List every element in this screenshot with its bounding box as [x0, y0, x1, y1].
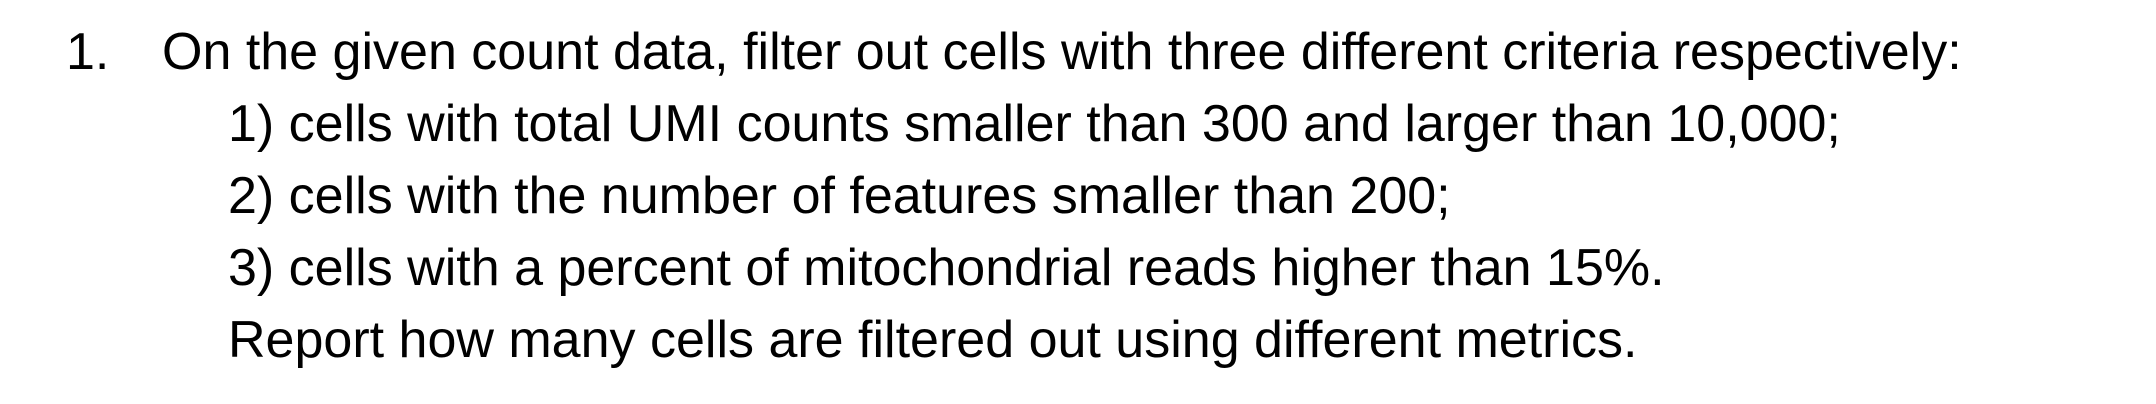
- task-intro-text: On the given count data, filter out cell…: [162, 23, 1962, 81]
- list-item-number: 1.: [66, 23, 110, 81]
- criterion-feature-count: 2) cells with the number of features sma…: [228, 167, 1451, 225]
- criterion-mitochondrial-percent: 3) cells with a percent of mitochondrial…: [228, 239, 1665, 297]
- report-instruction-text: Report how many cells are filtered out u…: [228, 311, 1638, 369]
- criterion-umi-counts: 1) cells with total UMI counts smaller t…: [228, 95, 1841, 153]
